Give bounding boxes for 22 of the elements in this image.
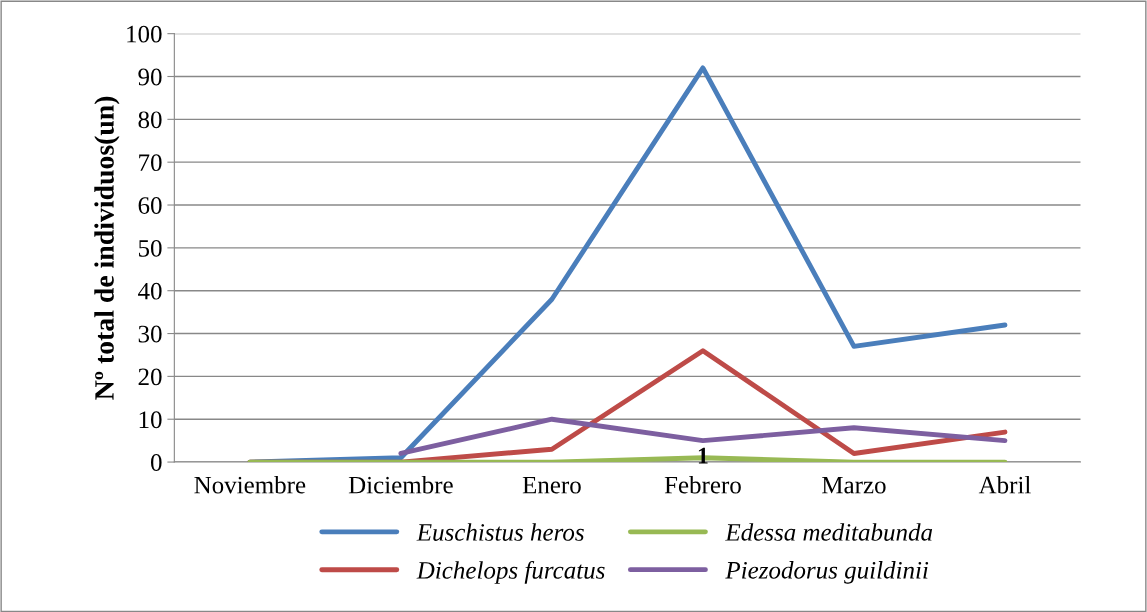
y-tick-label: 80 [138, 111, 162, 129]
legend-label: Dichelops furcatus [416, 560, 605, 584]
y-axis-title: Nº total de individuos(un) [94, 96, 120, 400]
x-tick-label: Abril [978, 475, 1031, 494]
x-tick-label: Noviembre [194, 475, 306, 494]
x-tick-label: Marzo [822, 476, 886, 494]
legend-label: Edessa meditabunda [725, 523, 933, 541]
x-tick-label: Diciembre [348, 475, 453, 494]
y-tick-label: 90 [138, 68, 162, 86]
y-tick-label: 20 [138, 368, 162, 386]
y-tick-label: 10 [139, 411, 162, 429]
y-tick-label: 100 [127, 25, 162, 43]
x-tick-label: Enero [522, 476, 581, 494]
y-tick-label: 0 [150, 454, 162, 471]
y-tick-label: 40 [138, 282, 162, 300]
legend-label: Euschistus heros [416, 523, 584, 541]
y-tick-label: 30 [138, 325, 162, 343]
y-tick-label: 60 [138, 197, 162, 214]
x-tick-label: Febrero [664, 475, 741, 494]
y-tick-label: 50 [138, 239, 162, 257]
legend-label: Piezodorus guildinii [725, 561, 929, 584]
y-tick-label: 70 [139, 154, 162, 172]
